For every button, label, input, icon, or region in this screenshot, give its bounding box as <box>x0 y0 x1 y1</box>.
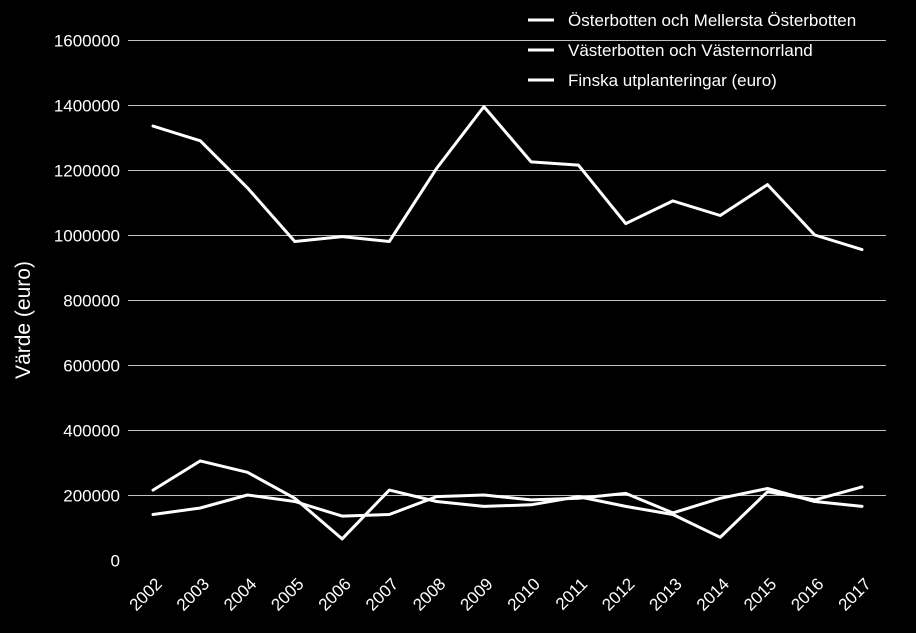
y-tick-label: 400000 <box>63 422 120 441</box>
y-tick-label: 800000 <box>63 292 120 311</box>
series-line-2 <box>151 459 864 541</box>
legend-entry: Österbotten och Mellersta Österbotten <box>568 11 856 30</box>
series-lines <box>151 105 864 541</box>
y-tick-label: 1000000 <box>54 227 120 246</box>
y-tick-label: 0 <box>111 552 120 571</box>
y-tick-label: 1600000 <box>54 32 120 51</box>
legend: Österbotten och Mellersta Österbotten Väs… <box>528 11 856 90</box>
y-tick-label: 1400000 <box>54 97 120 116</box>
series-line-3 <box>151 487 864 518</box>
y-tick-label: 200000 <box>63 487 120 506</box>
series-line-1 <box>151 105 864 252</box>
y-axis-label: Värde (euro) <box>12 261 35 379</box>
grid-lines <box>128 40 886 496</box>
legend-entry: Västerbotten och Västernorrland <box>568 41 813 60</box>
legend-entry: Finska utplanteringar (euro) <box>568 71 777 90</box>
y-axis-ticks: 0 200000 400000 600000 800000 1000000 1200000 1… <box>54 32 120 571</box>
y-tick-label: 600000 <box>63 357 120 376</box>
y-tick-label: 1200000 <box>54 162 120 181</box>
